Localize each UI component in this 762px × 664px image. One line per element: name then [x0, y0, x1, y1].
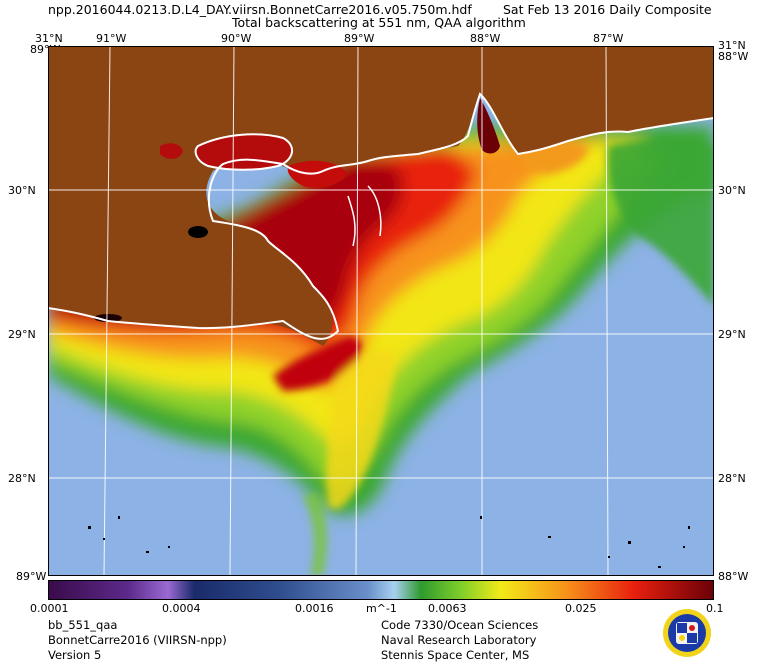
land-mainland — [48, 46, 714, 346]
lat-tick-right-30: 30°N — [718, 184, 746, 197]
delta-plume-red — [273, 336, 362, 391]
colorbar-label-2: 0.0016 — [295, 602, 334, 615]
lon-tick-top-90: 90°W — [221, 32, 252, 45]
lon-tick-top-91: 91°W — [96, 32, 127, 45]
lon-tick-top-88: 88°W — [470, 32, 501, 45]
naval-research-laboratory-seal-icon — [663, 609, 711, 657]
composite-date: Sat Feb 13 2016 Daily Composite — [503, 2, 712, 17]
lat-tick-right-29: 29°N — [718, 328, 746, 341]
corner-lon-top-right: 88°W — [718, 50, 749, 63]
lon-tick-top-89: 89°W — [344, 32, 375, 45]
delta-plume-yellow-tongue — [326, 349, 394, 510]
corner-lon-bottom-right: 88°W — [718, 570, 749, 583]
footer-product-code: bb_551_qaa — [48, 618, 118, 632]
footer-version: Version 5 — [48, 648, 102, 662]
footer-code: Code 7330/Ocean Sciences — [381, 618, 539, 632]
corner-lon-bottom-left: 89°W — [16, 570, 47, 583]
corner-lat-top-left: 31°N — [35, 32, 63, 45]
coastline — [48, 92, 714, 340]
lat-tick-left-28: 28°N — [8, 472, 36, 485]
colorbar-units: m^-1 — [366, 602, 397, 615]
footer-lab: Naval Research Laboratory — [381, 633, 537, 647]
plume-filament-south — [303, 491, 328, 576]
lon-tick-top-87: 87°W — [593, 32, 624, 45]
lat-tick-right-28: 28°N — [718, 472, 746, 485]
footer-region: BonnetCarre2016 (VIIRSN-npp) — [48, 633, 227, 647]
lat-tick-left-29: 29°N — [8, 328, 36, 341]
colorbar-label-4: 0.0063 — [428, 602, 467, 615]
footer-location: Stennis Space Center, MS — [381, 648, 530, 662]
corner-lat-top-right: 31°N — [718, 39, 746, 52]
graticule — [48, 46, 714, 576]
no-data-pixels — [88, 516, 690, 568]
colorbar-label-6: 0.1 — [706, 602, 724, 615]
lake-maurepas — [160, 143, 183, 159]
mobile-bay — [477, 98, 500, 154]
colorbar-label-1: 0.0004 — [162, 602, 201, 615]
product-title: Total backscattering at 551 nm, QAA algo… — [232, 15, 526, 30]
ocean-map — [48, 46, 714, 576]
colorbar — [48, 580, 714, 600]
lat-tick-left-30: 30°N — [8, 184, 36, 197]
file-name: npp.2016044.0213.D.L4_DAY.viirsn.BonnetC… — [48, 2, 472, 17]
inland-lake-1 — [188, 226, 208, 238]
colorbar-label-0: 0.0001 — [30, 602, 69, 615]
colorbar-label-5: 0.025 — [565, 602, 597, 615]
plume-green-east — [607, 140, 714, 306]
